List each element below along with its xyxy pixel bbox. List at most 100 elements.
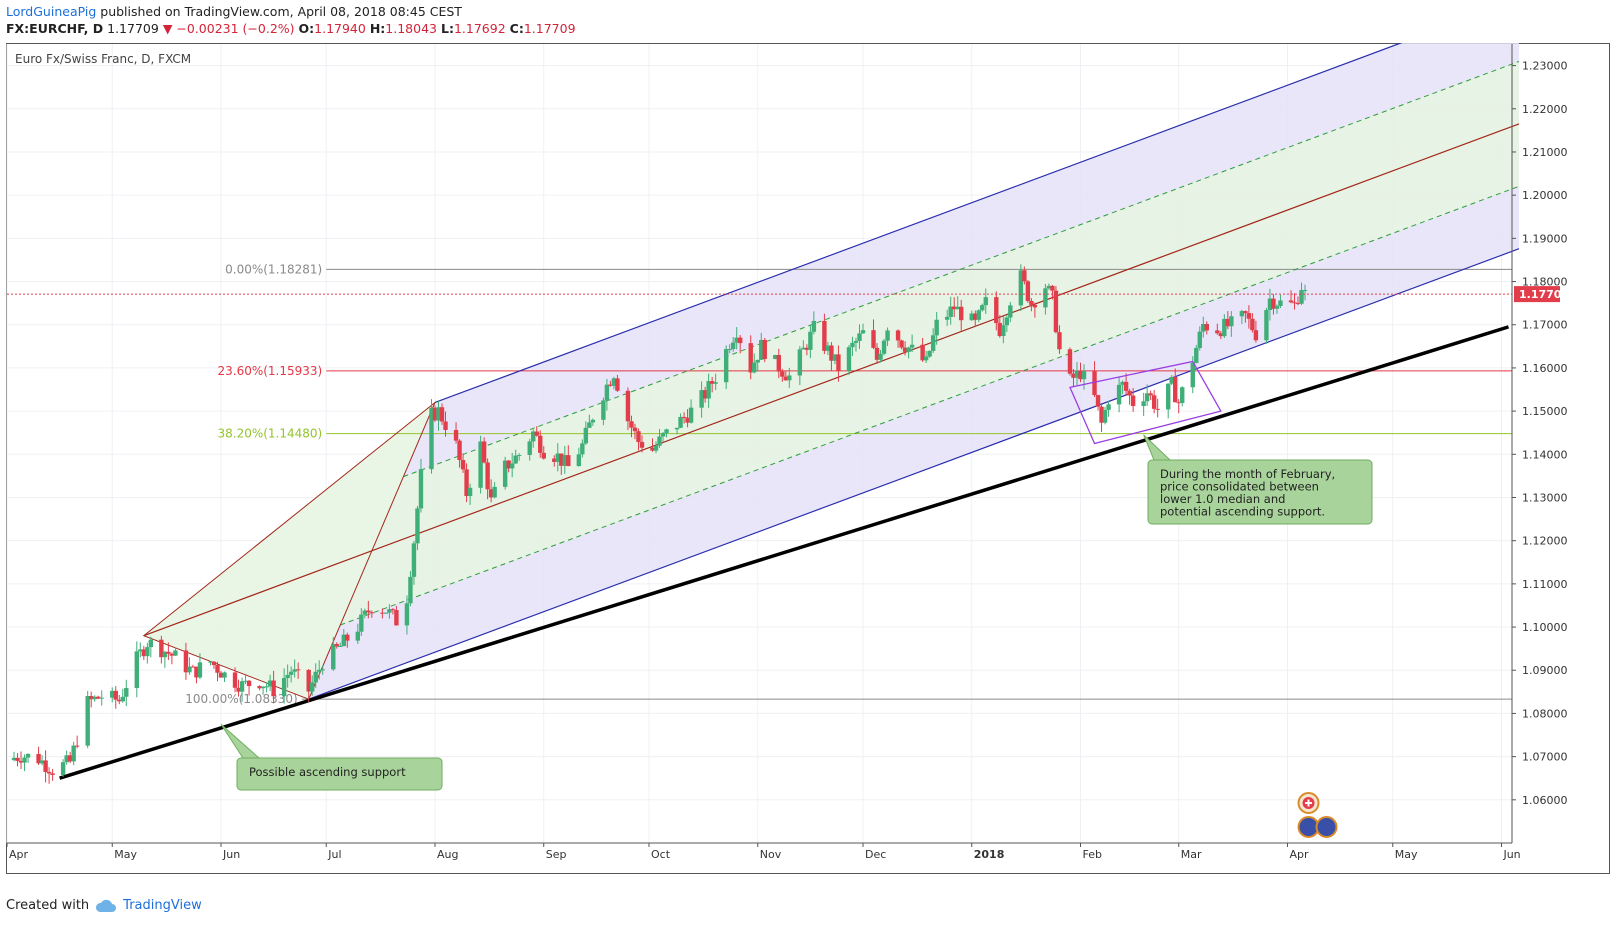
february-annotation-text: price consolidated between	[1160, 480, 1319, 494]
candle-body	[85, 695, 90, 746]
symbol-label: FX:EURCHF, D	[6, 21, 104, 36]
price-chart[interactable]: 0.00%(1.18281) 23.60%(1.15933) 38.20%(1.14…	[6, 0, 1610, 874]
candle-body	[162, 651, 168, 658]
candle-body	[713, 382, 718, 384]
price-tick-label: 1.12000	[1522, 535, 1568, 548]
pitchfork-inner-upper-line	[403, 60, 1520, 478]
candle-body	[776, 354, 781, 372]
candle-body	[832, 354, 838, 361]
candle-body	[1264, 310, 1269, 341]
candle-body	[1116, 384, 1122, 405]
candle-body	[780, 371, 785, 377]
february-annotation-text: During the month of February,	[1160, 467, 1335, 481]
candle-body	[706, 381, 711, 399]
candle-body	[846, 347, 852, 372]
price-axis[interactable]: 1.23000 1.22000 1.21000 1.20000 1.19000 1.180…	[1511, 44, 1569, 843]
swiss-cross-icon	[1305, 799, 1313, 807]
february-annotation-box	[1147, 459, 1373, 525]
time-tick-label: Feb	[1082, 848, 1101, 861]
candle-body	[369, 612, 375, 614]
candle-body	[190, 666, 196, 668]
candle-body	[383, 612, 389, 614]
candle-body	[436, 407, 441, 421]
candle-body	[25, 753, 31, 758]
candle-body	[208, 661, 213, 663]
candle-body	[43, 760, 48, 772]
candle-body	[359, 614, 364, 632]
time-tick-label: Dec	[865, 848, 886, 861]
candle-body	[811, 320, 817, 332]
author-link[interactable]: LordGuineaPig	[6, 4, 97, 19]
candle-body	[959, 306, 964, 321]
candle-body	[709, 381, 715, 384]
candle-body	[246, 680, 252, 687]
time-tick-label: Oct	[651, 848, 671, 861]
candle-body	[320, 669, 325, 671]
candle-body	[559, 453, 564, 466]
candle-body	[1278, 300, 1283, 307]
price-tick-label: 1.16000	[1522, 362, 1568, 375]
candle-body	[1190, 362, 1195, 388]
candle-body	[1001, 325, 1006, 337]
candle-body	[702, 390, 708, 399]
candle-body	[1180, 387, 1185, 403]
candle-body	[71, 745, 76, 762]
candle-body	[285, 674, 290, 679]
candle-body	[509, 463, 515, 469]
candle-body	[804, 347, 810, 350]
candle-body	[980, 305, 985, 311]
candle-body	[636, 431, 641, 442]
pitchfork-upper-line	[434, 0, 1519, 404]
candle-body	[930, 335, 936, 351]
candle-body	[310, 682, 315, 692]
price-tick-label: 1.07000	[1522, 751, 1568, 764]
candle-body	[881, 340, 887, 354]
tradingview-link[interactable]: TradingView	[123, 898, 202, 913]
candle-body	[902, 347, 908, 352]
candle-body	[460, 460, 466, 470]
candle-body	[723, 349, 729, 383]
candle-body	[611, 378, 617, 386]
low-value: 1.17692	[453, 21, 506, 36]
candle-body	[853, 340, 859, 343]
candle-body	[411, 543, 417, 577]
candle-body	[394, 610, 399, 626]
candle-body	[1288, 300, 1294, 303]
candle-body	[288, 671, 294, 675]
candle-body	[443, 421, 448, 430]
candle-body	[1169, 376, 1174, 384]
candle-body	[927, 350, 932, 357]
candle-body	[432, 407, 438, 421]
candle-body	[418, 469, 424, 509]
candle-body	[92, 696, 97, 700]
candle-body	[1225, 318, 1231, 327]
pitchfork-line-layer	[59, 0, 1520, 780]
time-tick-label: May	[114, 848, 137, 861]
candle-body	[141, 649, 147, 657]
candle-body	[1106, 404, 1111, 410]
candle-body	[317, 669, 322, 672]
candle-body	[1078, 370, 1083, 380]
candle-body	[1176, 402, 1181, 404]
candle-body	[590, 419, 596, 423]
candle-body	[60, 762, 66, 775]
candle-body	[113, 690, 118, 700]
candle-body	[653, 445, 659, 451]
support-annotation-text: Possible ascending support	[249, 765, 406, 779]
candle-body	[36, 753, 41, 764]
candle-body	[366, 610, 371, 613]
candle-body	[909, 344, 915, 348]
candle-body	[878, 353, 883, 360]
candle-body	[541, 452, 546, 459]
time-axis[interactable]: Apr May Jun Jul Aug Sep Oct Nov Dec 2018 Feb Mar Apr…	[6, 842, 1521, 861]
candle-body	[608, 384, 613, 386]
candle-body	[615, 378, 620, 391]
candle-body	[46, 771, 52, 774]
candle-body	[973, 313, 978, 320]
candle-body	[88, 695, 94, 700]
candle-body	[313, 671, 318, 683]
candle-body	[1302, 289, 1308, 291]
chart-frame[interactable]: 0.00%(1.18281) 23.60%(1.15933) 38.20%(1.14…	[6, 0, 1610, 874]
price-tick-label: 1.21000	[1522, 146, 1568, 159]
candle-body	[1267, 298, 1273, 311]
